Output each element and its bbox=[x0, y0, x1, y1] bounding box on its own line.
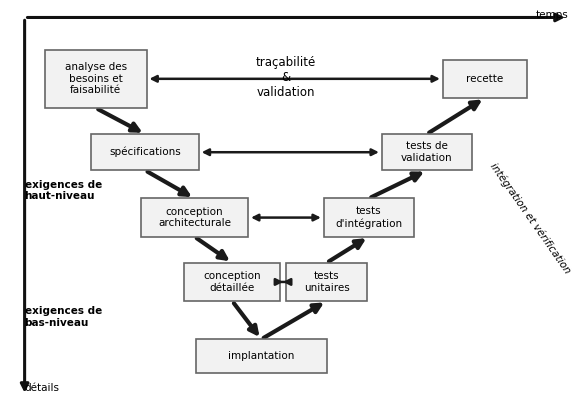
FancyBboxPatch shape bbox=[91, 134, 199, 171]
FancyBboxPatch shape bbox=[286, 263, 367, 301]
FancyBboxPatch shape bbox=[196, 339, 326, 373]
Text: temps: temps bbox=[536, 11, 569, 21]
FancyBboxPatch shape bbox=[45, 50, 147, 108]
Text: implantation: implantation bbox=[228, 352, 294, 361]
Text: conception
détaillée: conception détaillée bbox=[204, 271, 261, 293]
FancyBboxPatch shape bbox=[324, 198, 414, 237]
Text: intégration et vérification: intégration et vérification bbox=[487, 161, 572, 276]
Text: exigences de
haut-niveau: exigences de haut-niveau bbox=[25, 180, 102, 201]
Text: détails: détails bbox=[25, 382, 60, 392]
Text: traçabilité
&
validation: traçabilité & validation bbox=[256, 56, 316, 99]
Text: tests de
validation: tests de validation bbox=[401, 141, 453, 163]
Text: analyse des
besoins et
faisabilité: analyse des besoins et faisabilité bbox=[65, 62, 127, 96]
FancyBboxPatch shape bbox=[141, 198, 248, 237]
FancyBboxPatch shape bbox=[382, 134, 472, 171]
FancyBboxPatch shape bbox=[443, 60, 527, 98]
Text: spécifications: spécifications bbox=[109, 147, 181, 158]
FancyBboxPatch shape bbox=[184, 263, 280, 301]
Text: tests
unitaires: tests unitaires bbox=[304, 271, 349, 293]
Text: conception
architecturale: conception architecturale bbox=[158, 207, 231, 228]
Text: tests
d'intégration: tests d'intégration bbox=[335, 207, 402, 229]
Text: recette: recette bbox=[466, 74, 504, 84]
Text: exigences de
bas-niveau: exigences de bas-niveau bbox=[25, 306, 102, 328]
